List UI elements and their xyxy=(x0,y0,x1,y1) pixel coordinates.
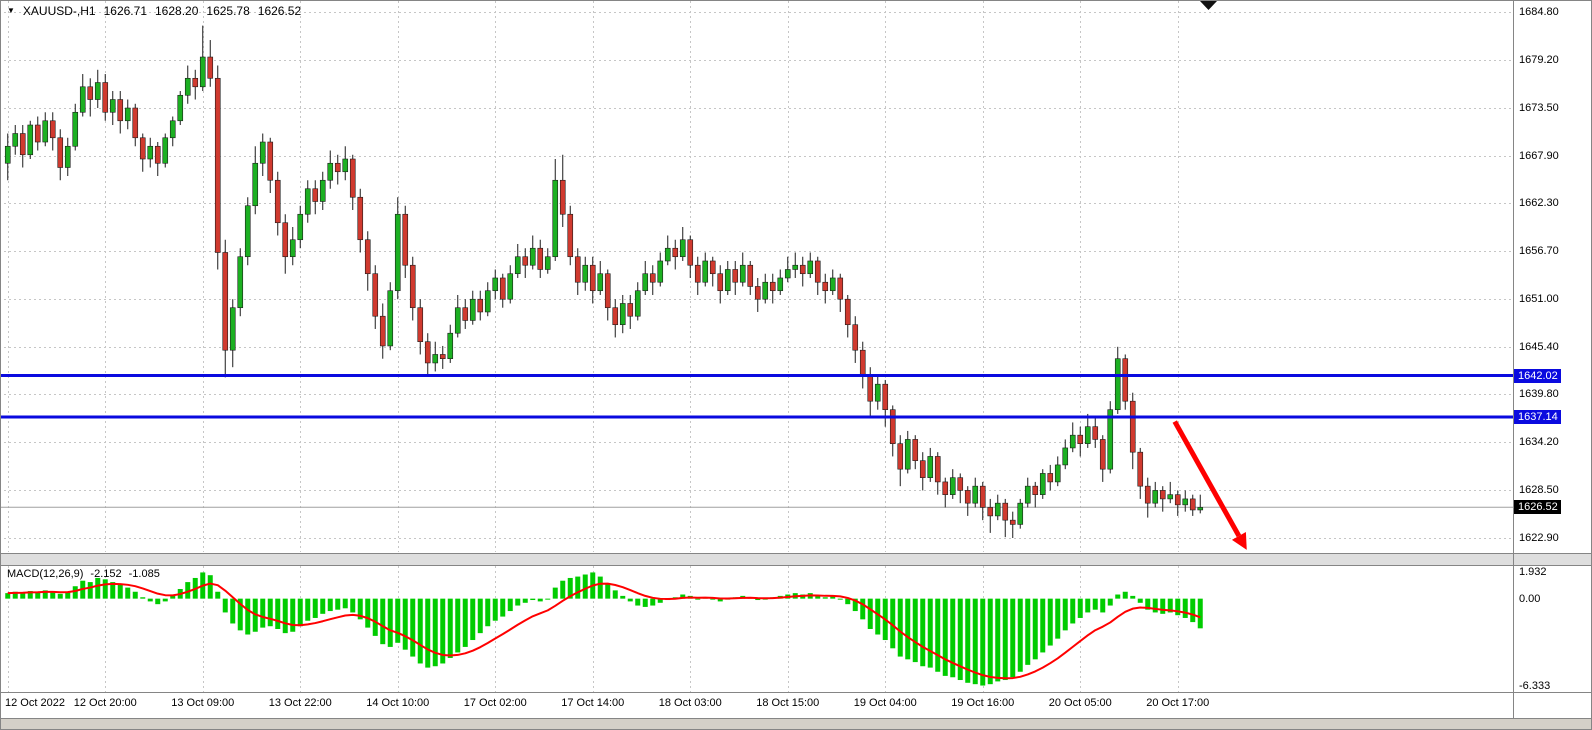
price-axis-label: 1662.30 xyxy=(1519,197,1559,210)
level-price-tag[interactable]: 1642.02 xyxy=(1514,368,1561,383)
time-axis-label: 17 Oct 02:00 xyxy=(463,697,527,709)
price-axis-label: 1622.90 xyxy=(1519,532,1559,544)
symbol-timeframe-label: XAUUSD-,H1 xyxy=(22,4,96,18)
price-axis-label: 1651.00 xyxy=(1519,293,1559,306)
price-axis-label: 1634.20 xyxy=(1519,435,1559,448)
indicator-name-label: MACD(12,26,9) xyxy=(7,568,84,580)
indicator-header: MACD(12,26,9) -2.152 -1.085 xyxy=(7,568,160,580)
time-axis-label: 13 Oct 09:00 xyxy=(171,697,235,709)
time-axis-label: 14 Oct 10:00 xyxy=(366,697,430,709)
price-axis-label: 1679.20 xyxy=(1519,53,1559,66)
symbol-header: ▼ XAUUSD-,H1 1626.71 1628.20 1625.78 162… xyxy=(7,4,301,18)
time-axis-label: 17 Oct 14:00 xyxy=(561,697,625,709)
time-axis-label: 20 Oct 05:00 xyxy=(1048,697,1112,709)
macd-axis-label: 1.932 xyxy=(1519,566,1547,578)
ohlc-high-value: 1628.20 xyxy=(155,4,199,18)
time-axis-label: 18 Oct 15:00 xyxy=(756,697,820,709)
indicator-signal-value: -1.085 xyxy=(128,568,160,580)
price-axis-label: 1673.50 xyxy=(1519,102,1559,115)
time-axis-label: 20 Oct 17:00 xyxy=(1146,697,1210,709)
time-axis-label: 19 Oct 16:00 xyxy=(951,697,1015,709)
current-price-tag: 1626.52 xyxy=(1514,500,1561,515)
corner-triangle-icon xyxy=(1200,1,1217,10)
price-axis-label: 1639.80 xyxy=(1519,388,1559,401)
ohlc-close-value: 1626.52 xyxy=(257,4,302,18)
indicator-macd-value: -2.152 xyxy=(90,568,122,580)
macd-axis-label: 0.00 xyxy=(1519,592,1541,605)
price-axis-label: 1684.80 xyxy=(1519,6,1559,18)
time-axis-label: 13 Oct 22:00 xyxy=(268,697,332,709)
time-axis-label: 12 Oct 20:00 xyxy=(73,697,137,709)
price-axis-label: 1628.50 xyxy=(1519,484,1559,497)
time-axis-label: 12 Oct 2022 xyxy=(5,697,65,709)
price-axis-label: 1656.70 xyxy=(1519,244,1559,257)
price-axis-label: 1645.40 xyxy=(1519,340,1559,353)
time-axis-label: 18 Oct 03:00 xyxy=(658,697,722,709)
price-axis-label: 1667.90 xyxy=(1519,149,1559,162)
macd-axis-label: -6.333 xyxy=(1519,680,1551,692)
ohlc-low-value: 1625.78 xyxy=(206,4,250,18)
level-price-tag[interactable]: 1637.14 xyxy=(1514,409,1561,424)
time-axis-label: 19 Oct 04:00 xyxy=(853,697,917,709)
ohlc-open-value: 1626.71 xyxy=(103,4,147,18)
symbol-dropdown-icon[interactable]: ▼ xyxy=(7,6,15,15)
